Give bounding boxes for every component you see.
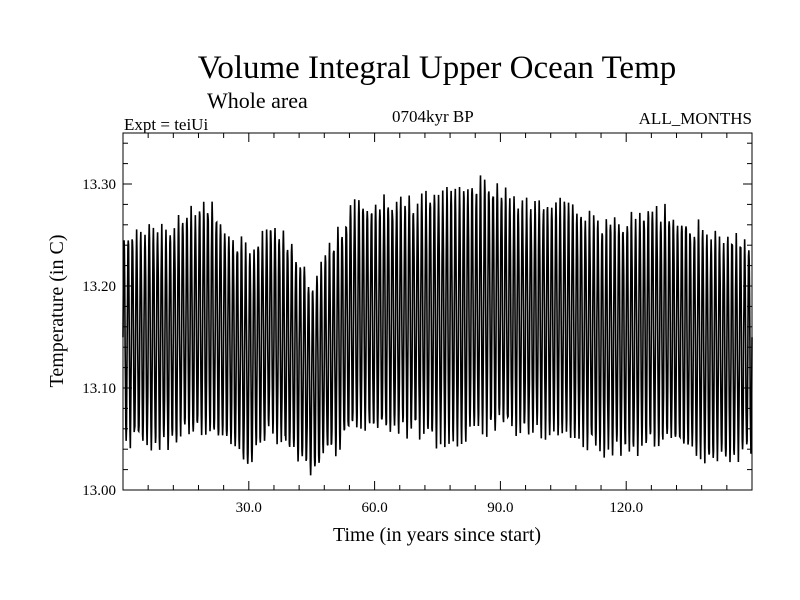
- months-label: ALL_MONTHS: [639, 109, 752, 128]
- period-label: 0704kyr BP: [392, 107, 474, 126]
- chart-title: Volume Integral Upper Ocean Temp: [198, 50, 676, 86]
- x-axis-label: Time (in years since start): [333, 524, 541, 546]
- y-tick-label: 13.30: [82, 177, 116, 193]
- x-tick-label: 120.0: [609, 500, 643, 516]
- experiment-label: Expt = teiUi: [124, 115, 208, 134]
- chart-subtitle: Whole area: [207, 88, 308, 113]
- series-line: [122, 175, 753, 476]
- y-tick-label: 13.10: [82, 381, 116, 397]
- x-tick-label: 30.0: [236, 500, 262, 516]
- plot-frame: [122, 132, 753, 491]
- y-tick-label: 13.20: [82, 279, 116, 295]
- x-tick-label: 60.0: [361, 500, 387, 516]
- x-tick-label: 90.0: [487, 500, 513, 516]
- tick-layer: 30.0 60.0 90.0 120.0 13.00 13.10 13.20 13.30: [82, 133, 752, 516]
- y-tick-label: 13.00: [82, 483, 116, 499]
- series-layer: [122, 175, 753, 476]
- y-axis-label: Temperature (in C): [46, 235, 68, 388]
